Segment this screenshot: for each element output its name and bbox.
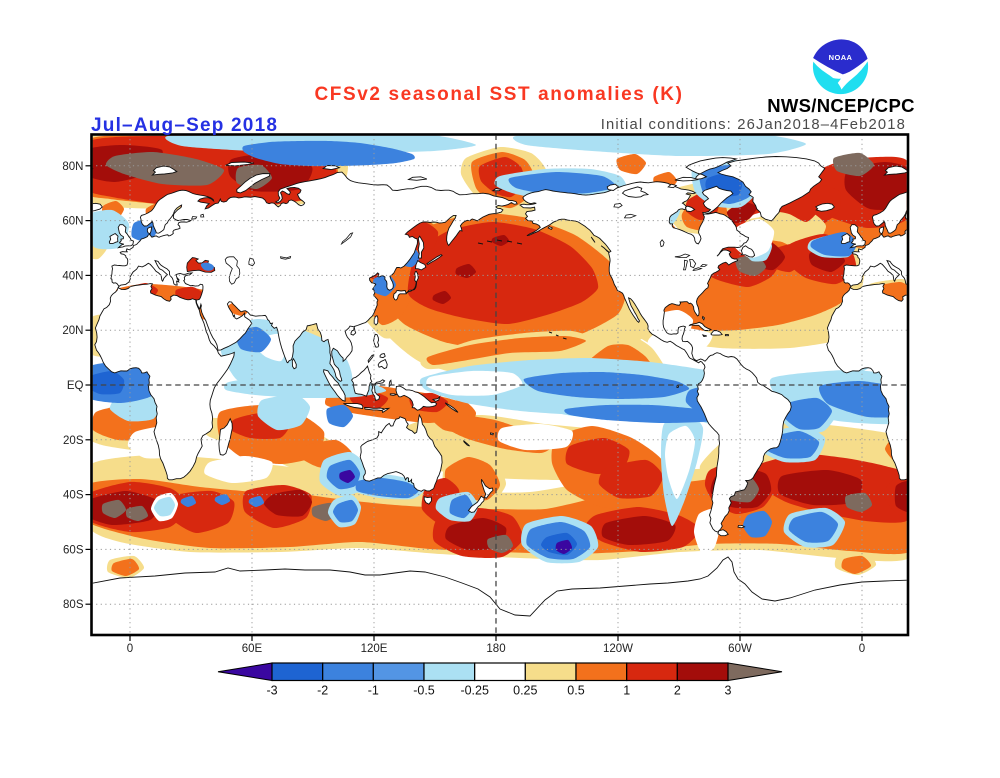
svg-text:120E: 120E (361, 643, 388, 655)
svg-text:Jul–Aug–Sep 2018: Jul–Aug–Sep 2018 (91, 115, 278, 136)
svg-text:20S: 20S (63, 435, 84, 447)
svg-text:20N: 20N (62, 325, 83, 337)
svg-text:-0.5: -0.5 (413, 684, 435, 698)
svg-text:120W: 120W (603, 643, 633, 655)
svg-text:NOAA: NOAA (829, 53, 853, 62)
svg-text:Initial conditions: 26Jan2018–: Initial conditions: 26Jan2018–4Feb2018 (601, 117, 906, 133)
svg-text:2: 2 (674, 684, 681, 698)
svg-text:CFSv2 seasonal SST anomalies (: CFSv2 seasonal SST anomalies (K) (314, 84, 683, 105)
svg-text:60N: 60N (62, 216, 83, 228)
svg-text:0.25: 0.25 (513, 684, 537, 698)
svg-text:60S: 60S (63, 544, 84, 556)
svg-text:0: 0 (127, 643, 133, 655)
svg-text:40S: 40S (63, 490, 84, 502)
svg-text:60E: 60E (242, 643, 263, 655)
svg-text:80S: 80S (63, 599, 84, 611)
svg-text:60W: 60W (728, 643, 752, 655)
svg-text:180: 180 (486, 643, 505, 655)
svg-text:EQ: EQ (67, 380, 84, 392)
svg-text:80N: 80N (62, 161, 83, 173)
svg-text:40N: 40N (62, 270, 83, 282)
svg-text:-3: -3 (266, 684, 277, 698)
svg-text:1: 1 (623, 684, 630, 698)
svg-text:-1: -1 (368, 684, 379, 698)
svg-text:-0.25: -0.25 (460, 684, 489, 698)
svg-text:0: 0 (859, 643, 865, 655)
svg-text:3: 3 (725, 684, 732, 698)
svg-text:-2: -2 (317, 684, 328, 698)
svg-text:NWS/NCEP/CPC: NWS/NCEP/CPC (767, 95, 915, 116)
svg-text:0.5: 0.5 (567, 684, 584, 698)
